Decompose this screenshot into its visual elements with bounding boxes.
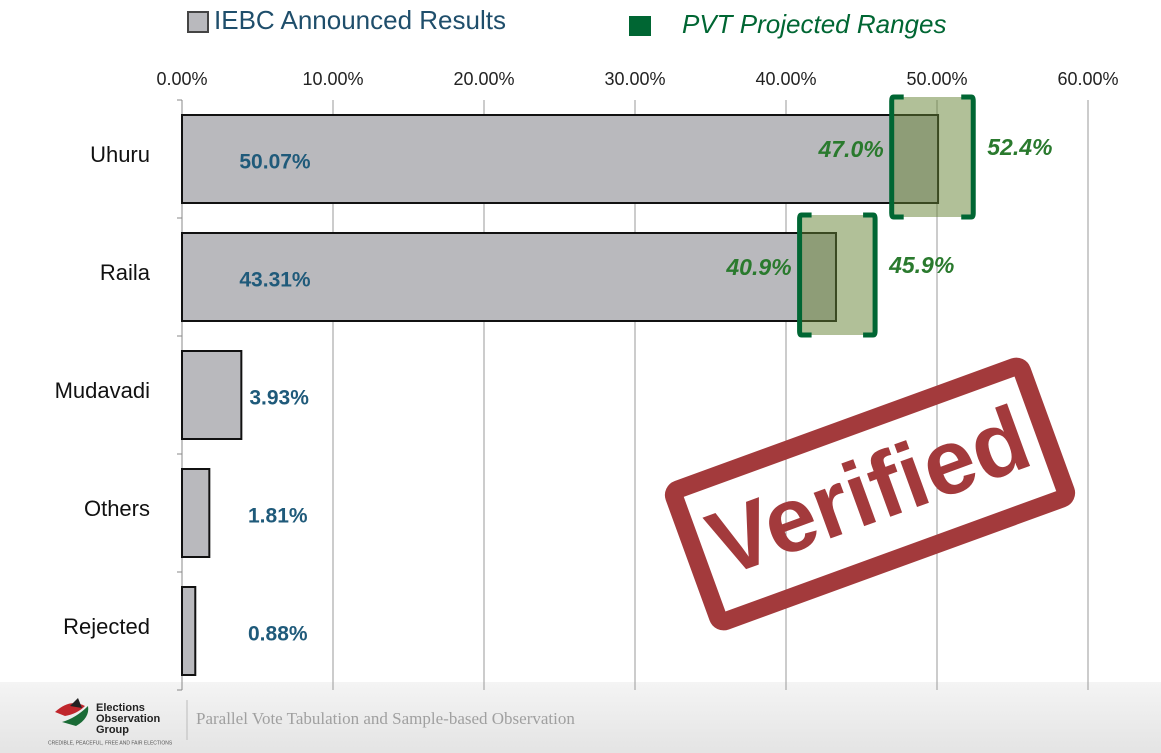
logo-motto: CREDIBLE, PEACEFUL, FREE AND FAIR ELECTI… — [48, 740, 173, 746]
legend-label: IEBC Announced Results — [214, 5, 506, 35]
value-label: 1.81% — [248, 505, 308, 528]
y-tick-label: Uhuru — [90, 142, 150, 167]
pvt-range — [800, 215, 876, 335]
pvt-low-label: 47.0% — [817, 136, 883, 162]
y-tick-label: Raila — [100, 260, 151, 285]
pvt-high-label: 45.9% — [888, 252, 954, 278]
x-tick-label: 40.00% — [755, 69, 816, 89]
verified-stamp: Verified — [672, 365, 1068, 623]
bar — [182, 351, 241, 439]
value-label: 50.07% — [239, 151, 311, 174]
x-tick-label: 10.00% — [302, 69, 363, 89]
value-label: 43.31% — [239, 269, 311, 292]
y-tick-label: Rejected — [63, 614, 150, 639]
x-tick-label: 60.00% — [1057, 69, 1118, 89]
pvt-high-label: 52.4% — [987, 134, 1052, 160]
bar — [182, 469, 209, 557]
value-label: 0.88% — [248, 623, 308, 646]
pvt-low-label: 40.9% — [725, 254, 791, 280]
x-tick-label: 30.00% — [604, 69, 665, 89]
footer-band — [0, 682, 1161, 753]
legend-swatch — [629, 16, 651, 36]
bar — [182, 587, 195, 675]
value-label: 3.93% — [249, 387, 309, 410]
chart: Elections Observation Group CREDIBLE, PE… — [0, 0, 1161, 753]
legend-label: PVT Projected Ranges — [682, 9, 946, 39]
x-tick-label: 0.00% — [156, 69, 207, 89]
logo-text: Group — [96, 724, 129, 736]
legend-swatch — [188, 12, 208, 32]
y-tick-label: Others — [84, 496, 150, 521]
x-tick-label: 50.00% — [906, 69, 967, 89]
footer-text: Parallel Vote Tabulation and Sample-base… — [196, 709, 575, 728]
pvt-range — [892, 97, 974, 217]
y-tick-label: Mudavadi — [55, 378, 150, 403]
x-tick-label: 20.00% — [453, 69, 514, 89]
